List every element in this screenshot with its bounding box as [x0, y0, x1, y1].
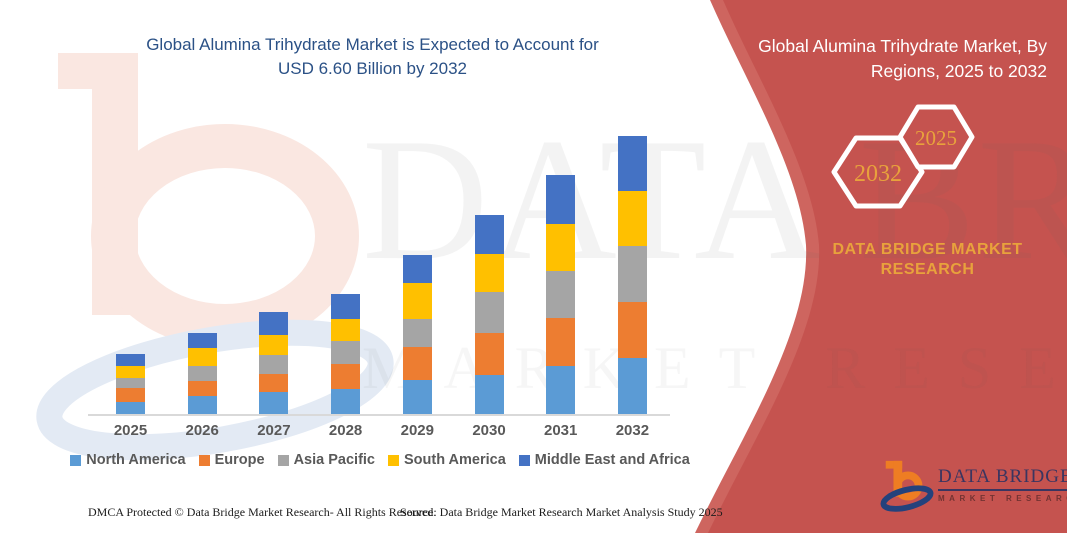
legend-swatch-icon [198, 454, 210, 466]
legend-label: North America [86, 452, 186, 468]
bar-segment-north-america [402, 379, 432, 414]
x-axis-label-2030: 2030 [472, 422, 506, 439]
stacked-bar-2027 [259, 312, 289, 414]
legend-label: Middle East and Africa [534, 452, 690, 468]
legend-item-south-america: South America [388, 452, 506, 468]
bar-segment-north-america [546, 366, 576, 414]
bar-segment-middle-east-and-africa [474, 214, 504, 255]
bar-segment-north-america [259, 392, 289, 414]
bar-segment-asia-pacific [331, 341, 361, 365]
bar-segment-south-america [546, 224, 576, 271]
legend-label: Europe [214, 452, 265, 468]
x-axis-label-2027: 2027 [257, 422, 291, 439]
bar-segment-middle-east-and-africa [402, 254, 432, 283]
brand-text: DATA BRIDGE MARKET RESEARCH [820, 240, 1035, 280]
stacked-bar-2029 [402, 254, 432, 414]
bar-segment-middle-east-and-africa [331, 293, 361, 319]
bar-segment-south-america [259, 335, 289, 355]
x-axis-line [88, 414, 670, 416]
banner-header-line2: Regions, 2025 to 2032 [870, 61, 1047, 81]
bar-segment-north-america [474, 374, 504, 414]
bar-segment-south-america [402, 282, 432, 319]
bar-segment-south-america [187, 348, 217, 367]
x-axis-label-2031: 2031 [544, 422, 578, 439]
logo-subtitle: MARKET RESEARCH [938, 494, 1067, 503]
legend-item-north-america: North America [70, 452, 186, 468]
bar-segment-middle-east-and-africa [546, 175, 576, 225]
bar-segment-europe [259, 374, 289, 393]
chart-title-line1: Global Alumina Trihydrate Market is Expe… [146, 35, 599, 54]
bar-segment-middle-east-and-africa [617, 136, 647, 191]
bar-segment-asia-pacific [617, 246, 647, 302]
bar-segment-asia-pacific [259, 354, 289, 375]
x-axis-label-2028: 2028 [328, 422, 363, 439]
legend-label: South America [404, 452, 506, 468]
stacked-bar-2025 [116, 353, 145, 414]
stacked-bar-2031 [546, 175, 576, 414]
bar-segment-north-america [331, 389, 361, 414]
bar-segment-middle-east-and-africa [187, 333, 217, 349]
legend-label: Asia Pacific [293, 452, 375, 468]
bar-segment-north-america [617, 358, 647, 414]
stacked-bar-2030 [474, 214, 504, 414]
bar-segment-south-america [474, 254, 504, 293]
company-logo: DATA BRIDGE MARKET RESEARCH [878, 456, 1067, 518]
legend-item-europe: Europe [198, 452, 265, 468]
chart-title-line2: USD 6.60 Billion by 2032 [277, 59, 467, 78]
legend-item-asia-pacific: Asia Pacific [277, 452, 375, 468]
legend-swatch-icon [388, 454, 399, 466]
bar-segment-europe [116, 388, 145, 402]
bar-segment-asia-pacific [402, 318, 432, 348]
bar-segment-europe [187, 380, 217, 397]
legend-item-middle-east-and-africa: Middle East and Africa [518, 452, 690, 468]
bar-segment-asia-pacific [116, 378, 145, 389]
footer-source: Source: Data Bridge Market Research Mark… [400, 505, 723, 519]
bar-segment-europe [331, 364, 361, 390]
bar-segment-south-america [617, 190, 647, 247]
legend-swatch-icon [70, 454, 82, 466]
banner-header-line1: Global Alumina Trihydrate Market, By [758, 36, 1047, 56]
logo-title: DATA BRIDGE [938, 466, 1067, 491]
bar-segment-asia-pacific [546, 270, 576, 318]
stacked-bar-2028 [331, 293, 361, 414]
footer-dmca: DMCA Protected © Data Bridge Market Rese… [88, 505, 437, 519]
bar-segment-north-america [116, 401, 145, 414]
banner-header: Global Alumina Trihydrate Market, By Reg… [717, 34, 1047, 84]
brand-text-line2: RESEARCH [880, 261, 975, 278]
legend-swatch-icon [518, 454, 530, 466]
bar-segment-north-america [187, 396, 217, 414]
x-axis-label-2026: 2026 [185, 422, 219, 439]
x-axis-label-2032: 2032 [615, 422, 650, 439]
x-axis-label-2029: 2029 [400, 422, 434, 439]
stacked-bar-2026 [187, 333, 217, 414]
bar-segment-middle-east-and-africa [259, 312, 289, 336]
logo-b-icon [880, 460, 934, 512]
bar-segment-europe [617, 301, 647, 359]
bar-segment-south-america [331, 318, 361, 342]
bar-segment-europe [546, 317, 576, 367]
bar-segment-europe [402, 347, 432, 380]
bar-segment-south-america [116, 365, 145, 379]
brand-text-line1: DATA BRIDGE MARKET [832, 241, 1023, 258]
bar-segment-asia-pacific [187, 366, 217, 381]
stacked-bar-2032 [617, 136, 647, 414]
logo-swoosh [880, 485, 934, 512]
bar-segment-middle-east-and-africa [116, 353, 145, 366]
chart-legend: North America Europe Asia Pacific South Ame… [70, 452, 690, 468]
bar-segment-europe [474, 333, 504, 375]
x-axis-label-2025: 2025 [113, 422, 148, 439]
legend-swatch-icon [277, 454, 289, 466]
bar-segment-asia-pacific [474, 292, 504, 334]
chart-title: Global Alumina Trihydrate Market is Expe… [95, 33, 650, 81]
